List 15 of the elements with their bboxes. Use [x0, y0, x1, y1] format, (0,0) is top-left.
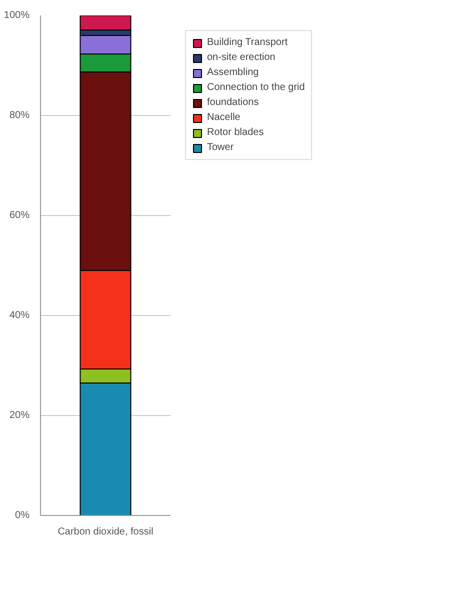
legend-label: Tower [207, 142, 234, 153]
legend-label: on-site erection [207, 52, 276, 63]
y-tick-label: 60% [9, 210, 30, 221]
y-tick-label: 0% [15, 510, 30, 521]
y-tick-label: 100% [4, 10, 30, 21]
legend-label: Assembling [207, 67, 259, 78]
x-tick-label: Carbon dioxide, fossil [58, 526, 154, 538]
legend-label: Rotor blades [207, 127, 264, 138]
y-tick-label: 40% [9, 310, 30, 321]
legend-label: Nacelle [207, 112, 240, 123]
legend-label: Connection to the grid [207, 82, 305, 93]
legend-label: Building Transport [207, 37, 288, 48]
y-tick-label: 20% [9, 410, 30, 421]
legend-label: foundations [207, 97, 259, 108]
y-tick-label: 80% [9, 110, 30, 121]
